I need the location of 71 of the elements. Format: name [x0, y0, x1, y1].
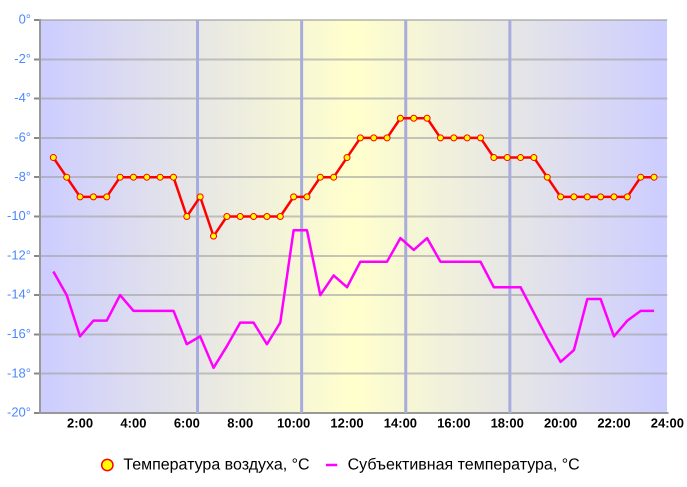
point [557, 193, 564, 200]
point [597, 193, 604, 200]
point [544, 174, 551, 181]
point [517, 154, 524, 162]
y-tick-label: -16° [7, 326, 31, 341]
y-tick-label: -6° [14, 129, 31, 144]
y-tick-label: -4° [14, 90, 31, 106]
point [90, 193, 97, 200]
point [196, 193, 204, 200]
x-tick-label: 2:00 [67, 415, 94, 430]
point [250, 213, 258, 220]
point [610, 193, 618, 200]
point [436, 134, 444, 142]
point [316, 174, 324, 181]
point [303, 193, 310, 200]
point [76, 193, 84, 200]
x-tick-label: 8:00 [227, 415, 254, 430]
point [570, 193, 578, 200]
point [504, 154, 511, 162]
point [650, 174, 658, 181]
x-tick-label: 18:00 [490, 415, 524, 430]
y-tick-label: -14° [7, 286, 31, 302]
y-tick-label: -10° [7, 208, 31, 224]
point [130, 174, 137, 181]
x-tick-label: 10:00 [276, 415, 310, 430]
y-tick-label: -18° [7, 365, 31, 380]
point [143, 174, 150, 181]
point [356, 134, 364, 142]
point [103, 193, 110, 200]
point [424, 114, 431, 122]
point [223, 213, 230, 220]
x-tick-label: 4:00 [120, 415, 146, 430]
y-tick-label: -20° [7, 404, 31, 420]
point [344, 154, 351, 162]
x-tick-label: 16:00 [437, 415, 470, 430]
x-tick-label: 14:00 [384, 415, 418, 430]
point [384, 134, 391, 142]
point [116, 174, 124, 181]
point [330, 174, 338, 181]
point [276, 213, 284, 220]
point [530, 154, 538, 162]
y-tick-label: -8° [14, 168, 31, 184]
y-tick-label: -2° [14, 50, 31, 66]
point [477, 134, 484, 142]
point [183, 213, 190, 220]
point [624, 193, 631, 200]
x-tick-label: 6:00 [174, 415, 200, 430]
point [464, 134, 471, 142]
x-tick-label: 22:00 [597, 415, 631, 430]
x-tick-label: 12:00 [330, 415, 364, 430]
y-tick-label: 0° [18, 12, 31, 27]
legend-label: Температура воздуха, °C [123, 456, 310, 474]
point [236, 213, 244, 220]
point [170, 174, 177, 181]
point [450, 134, 458, 142]
x-tick-label: 20:00 [544, 415, 578, 430]
point [210, 232, 218, 240]
point [290, 193, 298, 200]
point [63, 174, 70, 181]
legend-label: Субъективная температура, °C [348, 456, 580, 474]
point [370, 134, 378, 142]
point [637, 174, 644, 181]
point [263, 213, 270, 220]
point [584, 193, 591, 200]
point [156, 174, 164, 181]
point [50, 154, 57, 162]
y-tick-label: -12° [7, 247, 31, 262]
x-tick-label: 24:00 [650, 415, 684, 430]
point [490, 154, 498, 162]
point [396, 114, 404, 122]
point [410, 114, 418, 122]
